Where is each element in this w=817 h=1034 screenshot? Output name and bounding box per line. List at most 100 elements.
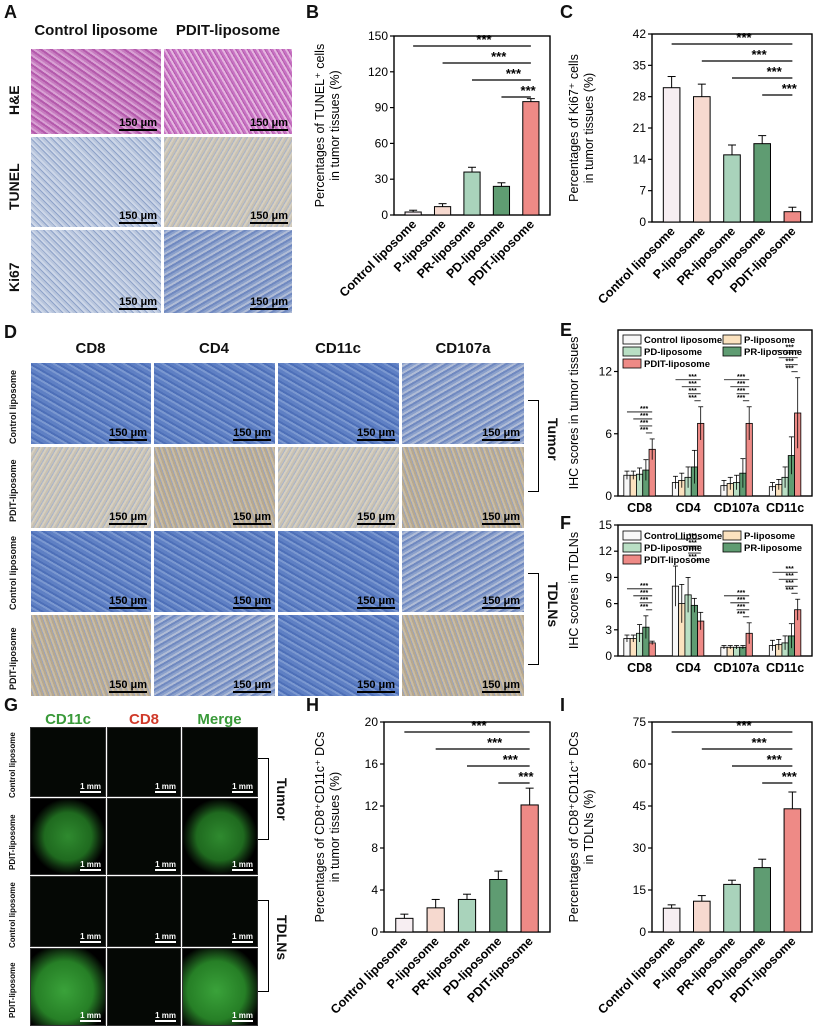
panel-label-b: B bbox=[306, 2, 319, 22]
significance-label: *** bbox=[689, 381, 697, 388]
y-tick-label: 0 bbox=[639, 925, 646, 939]
significance-label: *** bbox=[752, 735, 768, 750]
legend-swatch bbox=[622, 358, 642, 369]
panel-label-i: I bbox=[560, 695, 566, 715]
legend-label: PR-liposome bbox=[744, 543, 802, 554]
significance-label: *** bbox=[640, 406, 648, 413]
micrograph-d-r2-c4: 150 μm bbox=[401, 446, 525, 529]
legend-swatch bbox=[722, 542, 742, 553]
bar bbox=[489, 879, 508, 933]
bar bbox=[693, 900, 711, 933]
bar bbox=[783, 808, 802, 933]
y-tick-label: 60 bbox=[633, 757, 647, 771]
legend-swatch bbox=[722, 530, 742, 541]
x-tick-label: CD4 bbox=[676, 501, 701, 515]
legend-label: P-liposome bbox=[744, 335, 795, 346]
panel-g-row-label-1: Control liposome bbox=[8, 732, 17, 798]
bracket-tumor-d bbox=[528, 400, 539, 492]
scale-bar: 150 μm bbox=[109, 679, 147, 693]
bar bbox=[662, 907, 681, 933]
y-tick-label: 35 bbox=[633, 58, 647, 72]
scale-bar: 150 μm bbox=[250, 210, 288, 224]
y-tick-label: 15 bbox=[599, 518, 613, 532]
bar bbox=[753, 143, 771, 223]
scale-bar: 150 μm bbox=[119, 296, 157, 310]
y-tick-label: 0 bbox=[371, 925, 378, 939]
legend-swatch bbox=[622, 530, 642, 541]
micrograph-d-r1-c4: 150 μm bbox=[401, 362, 525, 445]
y-axis-label: Percentages of TUNEL⁺ cells bbox=[313, 44, 327, 207]
scale-bar: 1 mm bbox=[232, 1011, 253, 1022]
scale-bar: 150 μm bbox=[482, 511, 520, 525]
significance-label: *** bbox=[752, 47, 768, 62]
panel-label-a: A bbox=[4, 2, 17, 22]
legend-label: P-liposome bbox=[744, 531, 795, 542]
scale-bar: 1 mm bbox=[80, 1011, 101, 1022]
y-tick-label: 12 bbox=[599, 365, 613, 379]
y-tick-label: 20 bbox=[365, 715, 379, 729]
scale-bar: 1 mm bbox=[232, 932, 253, 943]
fluorescence-g-r3-c3: 1 mm bbox=[182, 876, 258, 947]
legend-label: PDIT-liposome bbox=[644, 555, 710, 566]
y-tick-label: 4 bbox=[371, 883, 378, 897]
panel-d-row-label-3: Control liposome bbox=[8, 536, 18, 610]
panel-a-row-label-he: H&E bbox=[6, 85, 22, 115]
bracket-tdlns-g bbox=[258, 900, 269, 992]
panel-label-e: E bbox=[560, 320, 573, 340]
plot-frame bbox=[617, 524, 813, 657]
y-tick-label: 150 bbox=[368, 29, 388, 43]
micrograph-d-r3-c2: 150 μm bbox=[153, 530, 276, 613]
micrograph-d-r1-c3: 150 μm bbox=[277, 362, 400, 445]
micrograph-tunel-control: 150 μm bbox=[30, 136, 162, 228]
y-tick-label: 3 bbox=[605, 623, 612, 637]
chart-c-ki67: 0 7 14 21 28 35 42 Percentages of Ki67⁺ cells in… bbox=[567, 27, 813, 307]
significance-label: *** bbox=[737, 381, 745, 388]
y-tick-label: 42 bbox=[633, 27, 647, 41]
y-tick-label: 30 bbox=[633, 841, 647, 855]
significance-label: *** bbox=[689, 547, 697, 554]
y-tick-label: 12 bbox=[599, 544, 613, 558]
significance-label: *** bbox=[786, 580, 794, 587]
fluorescence-g-r4-c3: 1 mm bbox=[182, 948, 258, 1026]
panel-label-c: C bbox=[560, 2, 573, 22]
y-tick-label: 8 bbox=[371, 841, 378, 855]
bracket-tumor-g bbox=[258, 758, 269, 840]
chart-h-dcs-tumor: 0 4 8 12 16 20 Percentages of CD8⁺CD11c⁺ DCs in… bbox=[313, 715, 551, 1017]
legend-swatch bbox=[622, 346, 642, 357]
significance-label: *** bbox=[640, 413, 648, 420]
bar bbox=[690, 604, 698, 657]
legend-label: Control liposome bbox=[644, 335, 722, 346]
panel-label-f: F bbox=[560, 513, 571, 533]
panel-g-row-label-4: PDIT-liposome bbox=[8, 962, 17, 1018]
bar bbox=[522, 101, 540, 216]
panel-d-col-header-cd107a: CD107a bbox=[435, 340, 491, 357]
significance-label: *** bbox=[767, 752, 783, 767]
significance-label: *** bbox=[689, 395, 697, 402]
y-axis-label: Percentages of Ki67⁺ cells bbox=[567, 54, 581, 202]
scale-bar: 1 mm bbox=[155, 782, 176, 793]
significance-label: *** bbox=[767, 64, 783, 79]
bar bbox=[457, 898, 477, 933]
fluorescence-g-r1-c1: 1 mm bbox=[30, 727, 106, 797]
y-tick-label: 16 bbox=[365, 757, 379, 771]
legend-label: PR-liposome bbox=[744, 347, 802, 358]
chart-b-tunel: 0 30 60 90 120 150 Percentages of TUNEL⁺ cells… bbox=[313, 29, 551, 300]
y-tick-label: 7 bbox=[639, 184, 646, 198]
significance-label: *** bbox=[640, 590, 648, 597]
scale-bar: 150 μm bbox=[482, 427, 520, 441]
scale-bar: 150 μm bbox=[482, 595, 520, 609]
bar bbox=[463, 171, 481, 216]
scale-bar: 1 mm bbox=[155, 860, 176, 871]
bar bbox=[753, 867, 771, 933]
significance-label: *** bbox=[640, 427, 648, 434]
scale-bar: 150 μm bbox=[233, 679, 271, 693]
scale-bar: 150 μm bbox=[357, 679, 395, 693]
scale-bar: 150 μm bbox=[109, 595, 147, 609]
significance-label: *** bbox=[689, 540, 697, 547]
micrograph-he-pdit: 150 μm bbox=[163, 48, 293, 135]
panel-g-col-header-merge: Merge bbox=[197, 711, 242, 728]
fluorescence-g-r2-c2: 1 mm bbox=[107, 798, 181, 875]
x-tick-label: CD107a bbox=[714, 661, 761, 675]
panel-g-row-label-3: Control liposome bbox=[8, 882, 17, 948]
